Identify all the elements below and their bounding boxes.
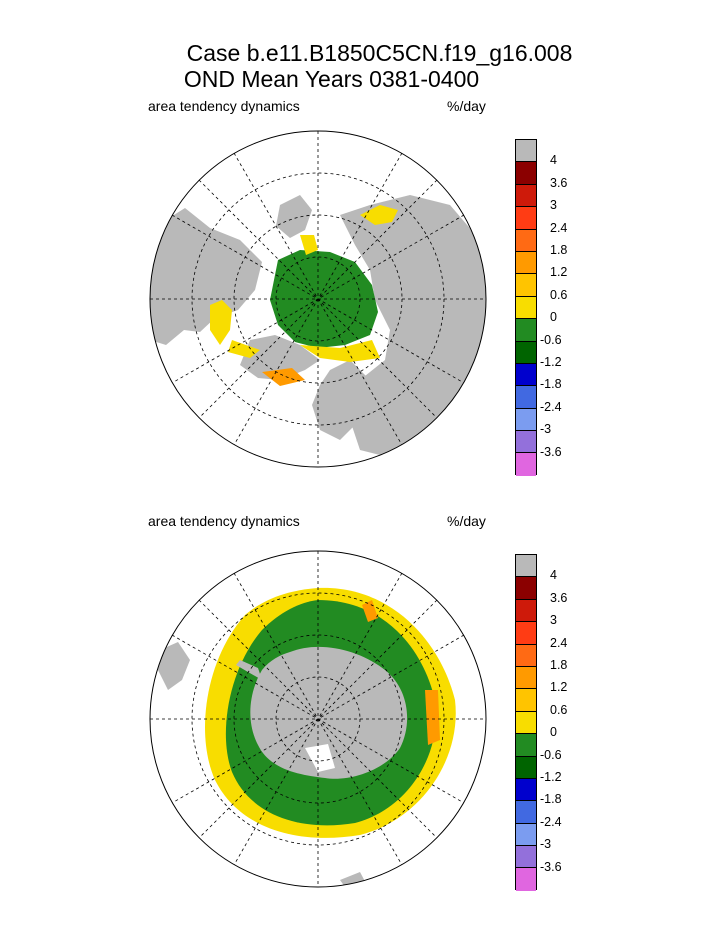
colorbar-swatch <box>516 756 536 779</box>
colorbar-swatch <box>516 140 536 163</box>
ross-ice-shelf <box>305 744 335 772</box>
colorbar-tick-label: 0.6 <box>550 287 568 302</box>
colorbar-swatch <box>516 319 536 342</box>
colorbar-swatch <box>516 801 536 824</box>
colorbar-tick-label: 2.4 <box>550 635 568 650</box>
okhotsk-yellow <box>262 368 305 386</box>
colorbar-swatch <box>516 363 536 387</box>
colorbar-swatch <box>516 184 536 208</box>
colorbar-tick-label: -2.4 <box>540 814 562 829</box>
colorbar-swatch <box>516 386 536 409</box>
orange-patch-e <box>425 690 440 745</box>
colorbar-swatch <box>516 622 536 645</box>
colorbar-swatch <box>516 162 536 185</box>
baffin-yellow <box>210 300 232 345</box>
colorbar-tick-label: -1.2 <box>540 770 562 784</box>
colorbar-swatch <box>516 689 536 712</box>
panel1-right-label: %/day <box>447 98 486 114</box>
orange-patch-ne <box>362 600 378 622</box>
colorbar-tick-label: 3.6 <box>550 175 568 190</box>
south-land <box>240 335 320 380</box>
colorbar-tick-label: -0.6 <box>540 747 562 762</box>
colorbar-tick-label: -0.6 <box>540 332 562 347</box>
south-america-land <box>158 642 190 690</box>
colorbar-swatch <box>516 734 536 757</box>
colorbar-tick-label: -1.8 <box>540 792 562 807</box>
colorbar-swatch <box>516 577 536 600</box>
colorbar-tick-label: -2.4 <box>540 399 562 414</box>
south-polar-map <box>149 550 487 888</box>
colorbar-swatch <box>516 251 536 275</box>
colorbar-swatch <box>516 778 536 802</box>
colorbar-swatch <box>516 666 536 690</box>
colorbar-swatch <box>516 868 536 891</box>
arctic-ice-edge-yellow <box>300 340 380 362</box>
panel1-left-label: area tendency dynamics <box>148 98 300 114</box>
south-land-2 <box>312 360 370 440</box>
colorbar-tick-label: 1.2 <box>550 680 568 695</box>
colorbar-tick-label: 3 <box>550 613 557 628</box>
colorbar-tick-label: 3.6 <box>550 590 568 605</box>
antarctic-peninsula <box>236 660 262 680</box>
colorbar-swatch <box>516 229 536 252</box>
colorbar-tick-label: 4 <box>550 153 557 168</box>
colorbar-swatch <box>516 453 536 476</box>
colorbar-swatch <box>516 846 536 869</box>
colorbar-tick-label: 1.8 <box>550 658 568 672</box>
colorbar-swatch <box>516 296 536 320</box>
colorbar-swatch <box>516 823 536 847</box>
colorbar-tick-label: -3 <box>540 837 552 852</box>
colorbar-swatch <box>516 711 536 735</box>
greenland-land <box>276 195 312 238</box>
colorbar-tick-label: -3.6 <box>540 859 562 874</box>
colorbar-tick-label: 0 <box>550 725 557 740</box>
colorbar-tick-label: -1.2 <box>540 355 562 369</box>
colorbar-swatch <box>516 408 536 432</box>
north-land <box>150 208 262 345</box>
colorbar-swatch <box>516 274 536 297</box>
colorbar-tick-label: 3 <box>550 198 557 213</box>
colorbar-top <box>515 139 537 476</box>
colorbar-swatch <box>516 644 536 667</box>
colorbar-tick-label: 4 <box>550 568 557 583</box>
figure-title-line2: OND Mean Years 0381-0400 <box>183 66 480 92</box>
colorbar-tick-label: 1.8 <box>550 243 568 257</box>
hudson-edge <box>228 340 260 358</box>
figure-title-line1: Case b.e11.B1850C5CN.f19_g16.008 <box>186 40 573 66</box>
colorbar-tick-label: 0 <box>550 310 557 325</box>
panel2-left-label: area tendency dynamics <box>148 513 300 529</box>
greenland-sea-yellow <box>300 235 318 255</box>
colorbar-tick-label: -1.8 <box>540 377 562 392</box>
barents-yellow <box>360 205 398 225</box>
panel2-right-label: %/day <box>447 513 486 529</box>
colorbar-tick-label: -3 <box>540 422 552 437</box>
colorbar-swatch <box>516 341 536 364</box>
east-land <box>340 195 486 460</box>
colorbar-tick-label: 2.4 <box>550 220 568 235</box>
colorbar-swatch <box>516 207 536 230</box>
north-polar-map <box>149 130 487 468</box>
colorbar-tick-label: 0.6 <box>550 702 568 717</box>
colorbar-tick-label: -3.6 <box>540 444 562 459</box>
colorbar-swatch <box>516 555 536 578</box>
colorbar-swatch <box>516 431 536 454</box>
colorbar-bottom <box>515 554 537 891</box>
colorbar-swatch <box>516 599 536 623</box>
colorbar-tick-label: 1.2 <box>550 265 568 280</box>
